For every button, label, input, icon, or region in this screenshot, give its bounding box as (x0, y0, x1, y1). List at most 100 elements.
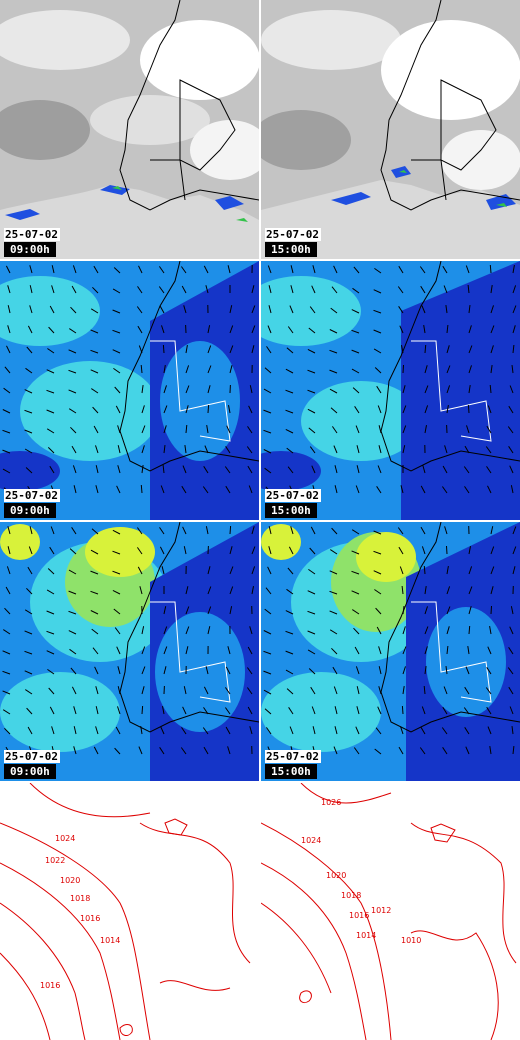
wind-vector (112, 349, 121, 354)
wind-vector (163, 666, 167, 675)
wind-vector (446, 405, 449, 414)
wind-vector (351, 309, 360, 314)
wind-vector (420, 726, 426, 735)
wind-vector (4, 607, 11, 615)
wind-vector (463, 466, 470, 474)
wind-vector (512, 305, 517, 314)
wind-vector (163, 405, 168, 414)
wind-vector (446, 545, 448, 555)
wind-vector (356, 686, 360, 695)
wind-vector (334, 465, 338, 474)
wind-vector (329, 329, 338, 334)
panel-date-label: 25-07-02 (4, 489, 60, 502)
wind-vector (512, 344, 515, 354)
wind-vector (446, 586, 451, 595)
wind-vector (377, 465, 382, 474)
wind-vector (251, 325, 256, 334)
wind-vector (510, 606, 514, 615)
isobar-label: 1024 (55, 834, 75, 843)
wind-vector (398, 306, 404, 314)
isobar-label: 1020 (326, 871, 346, 880)
wind-vector (465, 265, 470, 274)
wind-map-high-1500-graphic (261, 522, 520, 781)
wind-vector (6, 566, 11, 575)
wind-vector (183, 686, 187, 695)
wind-vector (92, 406, 99, 414)
wind-vector (141, 686, 145, 695)
isobar-label: 1018 (70, 894, 90, 903)
wind-vector (420, 285, 426, 294)
wind-vector (70, 667, 77, 675)
wind-vector (377, 405, 382, 414)
wind-vector (355, 425, 360, 434)
wind-vector (185, 345, 188, 354)
wind-vector (333, 746, 338, 755)
wind-vector (95, 445, 99, 454)
wind-vector (251, 305, 256, 314)
wind-vector (443, 686, 448, 695)
wind-vector (352, 387, 360, 394)
wind-vector (24, 389, 33, 394)
wind-vector (112, 570, 121, 575)
wind-vector (159, 305, 165, 314)
wind-vector (263, 429, 272, 434)
wind-vector (141, 385, 144, 394)
wind-vector (140, 726, 143, 735)
wind-vector (181, 727, 187, 735)
wind-vector (398, 746, 404, 755)
wind-vector (351, 529, 360, 535)
wind-vector (141, 626, 145, 635)
wind-vector (285, 610, 294, 615)
wind-vector (508, 446, 514, 454)
wind-vector (115, 726, 121, 735)
wind-vector (4, 727, 11, 735)
wind-vector (246, 446, 253, 454)
wind-map-low-0900-graphic (0, 261, 259, 520)
wind-vector (397, 286, 404, 294)
wind-vector (355, 666, 360, 675)
wind-vector (399, 325, 404, 334)
wind-vector (69, 548, 77, 555)
wind-vector (112, 589, 121, 595)
wind-vector (27, 325, 33, 334)
wind-vector (263, 388, 272, 394)
wind-vector (512, 746, 515, 755)
wind-vector (73, 746, 77, 755)
isobar-label: 1026 (321, 798, 341, 807)
wind-vector (205, 666, 209, 675)
wind-vector (6, 345, 11, 354)
wind-vector (490, 526, 494, 535)
wind-vector (185, 385, 190, 394)
wind-vector (247, 465, 253, 474)
wind-vector (92, 647, 99, 655)
wind-vector (162, 344, 165, 354)
wind-vector (49, 465, 55, 474)
wind-vector (307, 630, 316, 635)
wind-vector (265, 587, 272, 595)
isobar-label: 1022 (45, 856, 65, 865)
cloud-map-0900-graphic (0, 0, 259, 259)
wind-vector (468, 625, 471, 635)
wind-vector (26, 707, 33, 715)
wind-vector (68, 569, 77, 575)
wind-vector (465, 746, 470, 755)
wind-vector (114, 386, 121, 394)
wind-vector (203, 466, 209, 474)
wind-vector (287, 567, 294, 575)
wind-vector (46, 369, 55, 374)
wind-vector (68, 349, 77, 354)
wind-vector (489, 264, 492, 274)
wind-vector (24, 609, 33, 615)
isobar-label: 1016 (80, 914, 100, 923)
wind-vector (468, 365, 472, 374)
wind-vector (310, 686, 316, 695)
wind-vector (263, 689, 272, 695)
wind-vector (402, 686, 405, 695)
wind-vector (49, 546, 55, 555)
wind-vector (373, 530, 382, 535)
wind-vector (207, 586, 212, 595)
pressure-map-right: 1026 1024 1020 1018 1016 1014 1012 1010 (261, 783, 520, 1040)
wind-vector (95, 706, 99, 715)
wind-vector (73, 706, 77, 715)
wind-vector (163, 606, 167, 615)
